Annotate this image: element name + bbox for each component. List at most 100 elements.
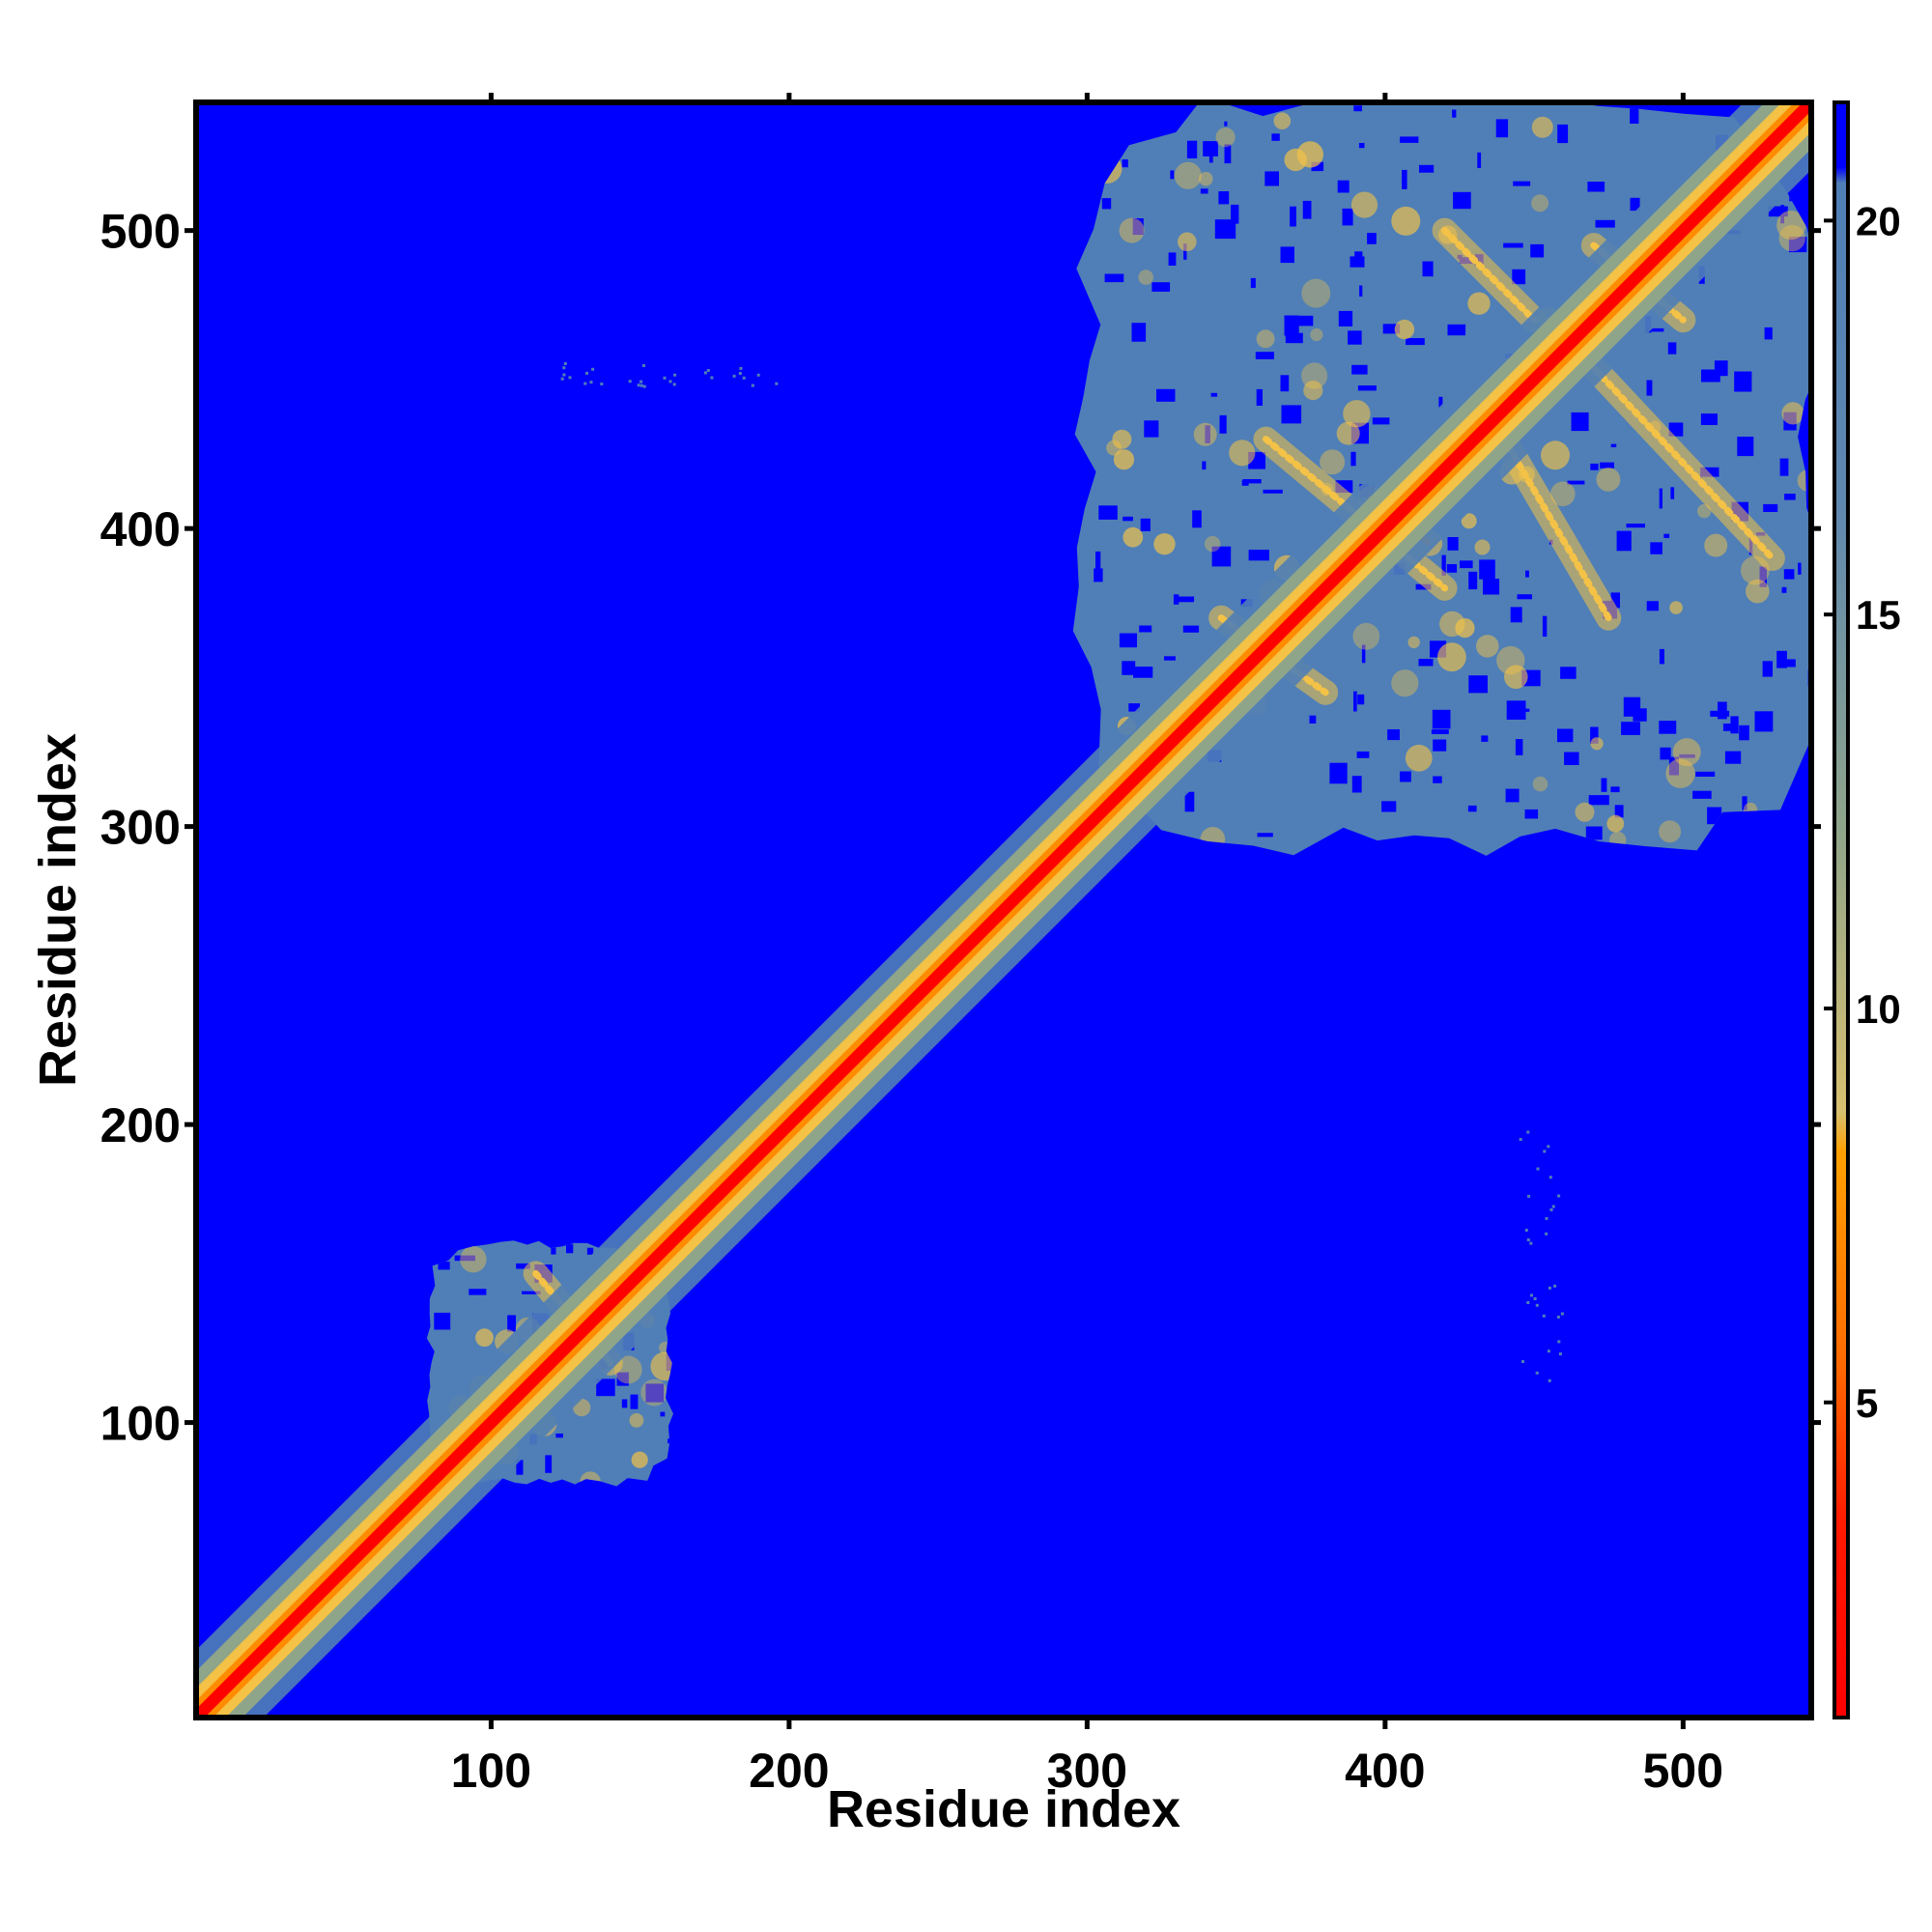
y-axis: 100 200 300 400 500: [100, 205, 1821, 1451]
heatmap-speckle: [1545, 1216, 1548, 1220]
heatmap-cell: [1281, 405, 1302, 424]
x-axis: 100 200 300 400 500: [451, 93, 1723, 1798]
heatmap-speckle: [672, 383, 676, 386]
contact-spot: [1119, 217, 1145, 243]
heatmap-area: [196, 102, 1811, 1718]
heatmap-speckle: [600, 383, 604, 385]
heatmap-cell: [1342, 208, 1353, 226]
heatmap-cell: [1402, 169, 1407, 189]
heatmap-speckle: [639, 380, 643, 384]
contact-spot: [1405, 744, 1433, 772]
heatmap-cell: [1515, 739, 1523, 755]
colorbar-tick-label: 15: [1856, 592, 1901, 638]
heatmap-cell: [1433, 776, 1442, 783]
heatmap-speckle: [563, 362, 567, 365]
heatmap-cell: [1175, 596, 1195, 603]
heatmap-cell: [1338, 310, 1353, 327]
heatmap-cell: [1590, 726, 1599, 744]
contact-line: [1441, 227, 1538, 324]
x-tick-label: 300: [1047, 1744, 1127, 1798]
heatmap-cell: [1122, 516, 1133, 522]
heatmap-cell: [1248, 550, 1269, 561]
heatmap-cell: [1406, 338, 1425, 346]
heatmap-cell: [1670, 487, 1675, 499]
heatmap-speckle: [703, 371, 707, 375]
heatmap-cell: [1218, 191, 1230, 205]
heatmap-speckle: [639, 384, 643, 387]
heatmap-cell: [1280, 246, 1294, 264]
heatmap-cell: [1104, 273, 1124, 283]
contact-spot: [1112, 429, 1132, 449]
heatmap-cell: [596, 1378, 615, 1397]
heatmap-cell: [1101, 198, 1112, 210]
heatmap-speckle: [1524, 1229, 1528, 1232]
heatmap-cell: [469, 1289, 487, 1295]
heatmap-cell: [1645, 327, 1664, 332]
heatmap-speckle: [1560, 1312, 1564, 1316]
heatmap-cell: [1186, 140, 1198, 158]
heatmap-speckle: [585, 371, 588, 375]
heatmap-cell: [1768, 206, 1788, 217]
contact-spot: [1193, 422, 1217, 446]
heatmap-speckle: [1549, 1208, 1553, 1211]
heatmap-cell: [1205, 425, 1210, 443]
heatmap-cell: [1219, 414, 1227, 434]
contact-spot: [1320, 449, 1346, 475]
heatmap-cell: [1503, 242, 1523, 248]
contact-spot: [1310, 327, 1323, 342]
heatmap-cell: [1779, 659, 1796, 668]
heatmap-speckle: [1547, 1145, 1550, 1149]
heatmap-cell: [1133, 667, 1153, 678]
diagonal-core: [196, 102, 1811, 1718]
contact-spot: [629, 1413, 644, 1428]
heatmap-cell: [1571, 412, 1589, 432]
heatmap-cell: [551, 1247, 556, 1255]
heatmap-cell: [1659, 721, 1677, 734]
heatmap-cell: [1512, 269, 1526, 285]
heatmap-cell: [1170, 170, 1175, 180]
contact-spot: [1659, 820, 1682, 843]
heatmap-speckle: [1530, 1293, 1533, 1297]
heatmap-cell: [1353, 691, 1357, 712]
contact-spot: [1106, 440, 1122, 456]
heatmap-cell: [1718, 701, 1727, 720]
heatmap-cell: [1764, 327, 1773, 340]
heatmap-cell: [1173, 594, 1179, 605]
heatmap-cell: [586, 1247, 594, 1255]
heatmap-cell: [1700, 467, 1719, 477]
heatmap-cell: [1630, 197, 1640, 212]
heatmap-cell: [1156, 388, 1176, 402]
heatmap-cell: [1358, 143, 1365, 149]
heatmap-speckle: [775, 382, 779, 385]
heatmap-cell: [1164, 656, 1176, 661]
contact-spot: [1199, 171, 1213, 186]
heatmap-cell: [1144, 420, 1159, 438]
contact-spot: [1778, 224, 1805, 252]
heatmap-cell: [454, 1255, 475, 1262]
y-tick-label: 400: [100, 502, 181, 556]
heatmap-cell: [1139, 625, 1152, 633]
colorbar-gradient: [1833, 100, 1850, 1719]
contact-spot: [1336, 421, 1360, 445]
heatmap-cell: [1280, 375, 1290, 392]
heatmap-cell: [1477, 152, 1482, 168]
heatmap-cell: [1357, 385, 1377, 391]
contact-spot: [1467, 292, 1491, 315]
heatmap-cell: [1348, 330, 1362, 345]
heatmap-cell: [1781, 586, 1787, 593]
heatmap-cell: [1783, 569, 1795, 580]
contact-spot: [1350, 191, 1378, 218]
contact-spot: [1391, 669, 1419, 697]
heatmap-cell: [1626, 524, 1645, 528]
heatmap-cell: [1382, 324, 1400, 334]
y-axis-title: Residue index: [29, 733, 87, 1087]
heatmap-cell: [1734, 371, 1752, 392]
contact-spot: [1256, 329, 1275, 349]
heatmap-cell: [1257, 833, 1273, 838]
heatmap-cell: [1621, 722, 1640, 735]
heatmap-cell: [1542, 615, 1548, 637]
contact-spot: [1303, 381, 1323, 401]
heatmap-cell: [1601, 778, 1607, 792]
heatmap-cell: [1595, 219, 1615, 228]
heatmap-speckle: [568, 376, 572, 380]
